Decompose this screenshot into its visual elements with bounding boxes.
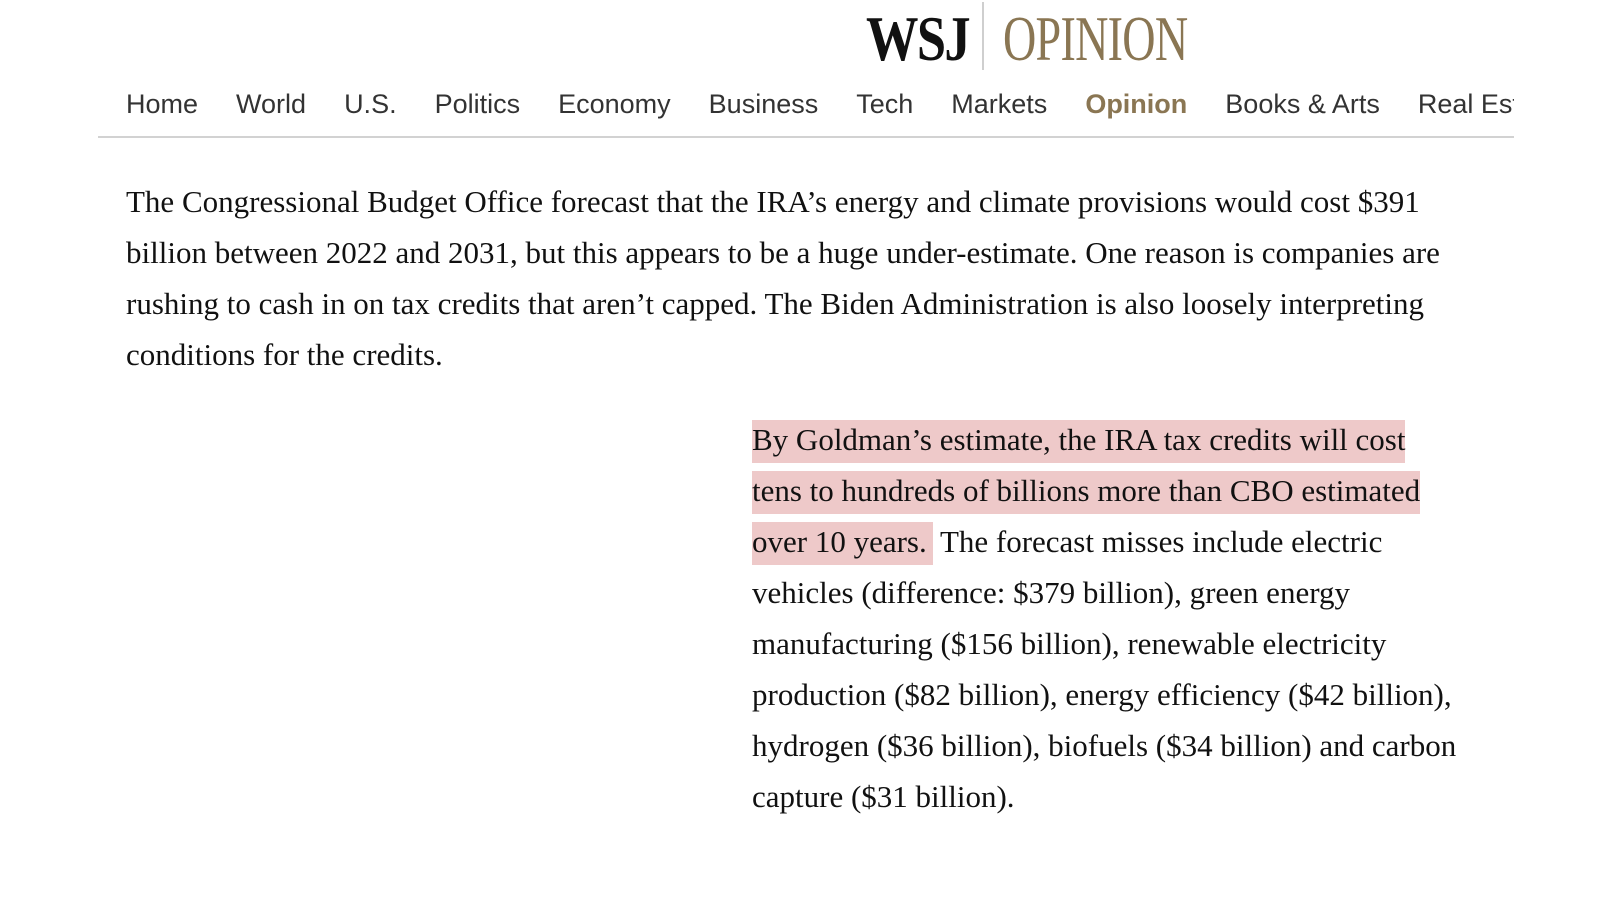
wsj-logo[interactable]: WSJ xyxy=(866,3,971,74)
nav-item-opinion[interactable]: Opinion xyxy=(1085,89,1188,119)
nav-item-tech[interactable]: Tech xyxy=(856,89,914,119)
opinion-section-logo[interactable]: OPINION xyxy=(1003,3,1188,74)
section-nav: Home World U.S. Politics Economy Busines… xyxy=(98,78,1514,138)
nav-item-economy[interactable]: Economy xyxy=(558,89,671,119)
logo-divider xyxy=(982,2,984,70)
article-paragraph-highlighted: By Goldman’s estimate, the IRA tax credi… xyxy=(752,414,1460,822)
article-body: The Congressional Budget Office forecast… xyxy=(126,176,1456,380)
nav-item-business[interactable]: Business xyxy=(708,89,819,119)
nav-item-world[interactable]: World xyxy=(236,89,307,119)
nav-item-home[interactable]: Home xyxy=(126,89,199,119)
article-paragraph: The Congressional Budget Office forecast… xyxy=(126,184,1440,372)
masthead: WSJ OPINION xyxy=(0,0,1600,74)
paragraph-text: The forecast misses include electric veh… xyxy=(752,524,1457,814)
nav-item-us[interactable]: U.S. xyxy=(344,89,397,119)
nav-item-real-estate[interactable]: Real Estate xyxy=(1417,89,1514,119)
nav-item-politics[interactable]: Politics xyxy=(434,89,521,119)
nav-item-books-arts[interactable]: Books & Arts xyxy=(1225,89,1380,119)
nav-item-markets[interactable]: Markets xyxy=(951,89,1048,119)
nav-list: Home World U.S. Politics Economy Busines… xyxy=(126,86,1514,122)
